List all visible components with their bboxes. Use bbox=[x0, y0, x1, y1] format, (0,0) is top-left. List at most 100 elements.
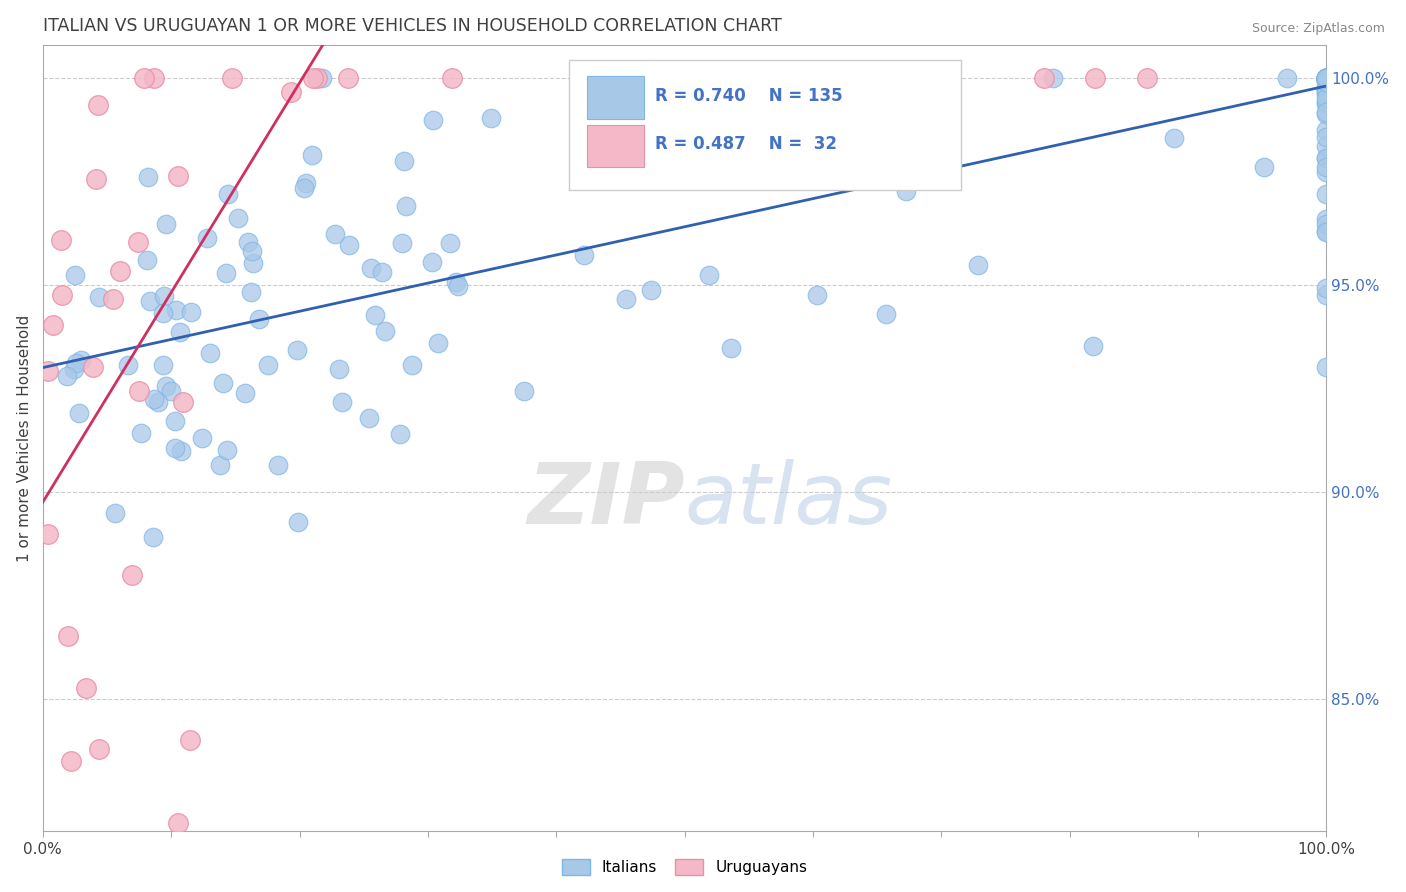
Point bbox=[215, 266, 238, 280]
Point bbox=[364, 308, 387, 322]
Y-axis label: 1 or more Vehicles in Household: 1 or more Vehicles in Household bbox=[17, 314, 32, 562]
Point bbox=[305, 70, 328, 85]
Point bbox=[1315, 95, 1337, 109]
Point bbox=[285, 343, 308, 357]
Point bbox=[160, 384, 183, 399]
Point bbox=[720, 341, 742, 355]
Point bbox=[796, 154, 818, 169]
Point bbox=[84, 171, 107, 186]
Point bbox=[311, 70, 333, 85]
Point bbox=[165, 303, 187, 318]
Point bbox=[420, 255, 443, 269]
Point bbox=[512, 384, 534, 398]
Point bbox=[209, 458, 232, 472]
Point bbox=[170, 444, 193, 458]
Point bbox=[169, 325, 191, 339]
Point bbox=[1315, 75, 1337, 89]
Point bbox=[394, 154, 416, 169]
Point bbox=[1315, 187, 1337, 202]
Point bbox=[1315, 70, 1337, 85]
Point bbox=[163, 414, 186, 428]
Point bbox=[479, 111, 502, 125]
Point bbox=[1315, 160, 1337, 174]
Point bbox=[1315, 70, 1337, 85]
Point bbox=[146, 395, 169, 409]
Point bbox=[166, 169, 188, 184]
Point bbox=[441, 70, 464, 85]
Point bbox=[163, 441, 186, 455]
Point bbox=[395, 198, 418, 212]
Point bbox=[104, 506, 127, 520]
Point bbox=[439, 235, 461, 250]
Point bbox=[247, 312, 270, 326]
Point bbox=[180, 304, 202, 318]
FancyBboxPatch shape bbox=[569, 61, 960, 190]
Point bbox=[128, 384, 150, 399]
Point bbox=[447, 278, 470, 293]
Point bbox=[129, 425, 152, 440]
Point bbox=[328, 361, 350, 376]
Point bbox=[1315, 71, 1337, 86]
Point bbox=[239, 285, 262, 299]
Point bbox=[967, 258, 990, 272]
Point bbox=[806, 287, 828, 301]
Point bbox=[1315, 70, 1337, 85]
Point bbox=[1315, 70, 1337, 85]
Point bbox=[155, 217, 177, 231]
Point bbox=[117, 358, 139, 372]
Point bbox=[211, 376, 233, 390]
Legend: Italians, Uruguayans: Italians, Uruguayans bbox=[554, 851, 815, 883]
Point bbox=[374, 324, 396, 338]
Point bbox=[332, 395, 354, 409]
Point bbox=[139, 294, 162, 309]
Point bbox=[1315, 217, 1337, 231]
Point bbox=[63, 268, 86, 283]
Point bbox=[1315, 85, 1337, 99]
Point bbox=[1253, 160, 1275, 174]
Point bbox=[1315, 83, 1337, 97]
Point bbox=[198, 346, 221, 360]
Point bbox=[1315, 130, 1337, 145]
Point bbox=[932, 134, 955, 148]
Point bbox=[142, 392, 165, 407]
Text: R = 0.487    N =  32: R = 0.487 N = 32 bbox=[655, 136, 837, 153]
Point bbox=[132, 70, 155, 85]
Point bbox=[195, 231, 218, 245]
Point bbox=[37, 527, 59, 541]
Point bbox=[1315, 165, 1337, 179]
Point bbox=[65, 356, 87, 370]
Point bbox=[1315, 281, 1337, 295]
Point bbox=[1315, 87, 1337, 101]
Point bbox=[155, 379, 177, 393]
Point bbox=[242, 256, 264, 270]
Point bbox=[302, 70, 325, 85]
Point bbox=[167, 816, 190, 830]
Point bbox=[323, 227, 346, 242]
Point bbox=[37, 364, 59, 378]
Point bbox=[236, 235, 259, 249]
Point bbox=[82, 360, 104, 375]
Point bbox=[221, 70, 243, 85]
Point bbox=[1033, 70, 1056, 85]
Point bbox=[1315, 70, 1337, 85]
FancyBboxPatch shape bbox=[588, 76, 644, 119]
Point bbox=[127, 235, 149, 249]
Point bbox=[1315, 90, 1337, 104]
Point bbox=[1315, 105, 1337, 120]
Point bbox=[292, 180, 315, 194]
Point bbox=[267, 458, 290, 473]
Point bbox=[640, 283, 662, 297]
Text: ITALIAN VS URUGUAYAN 1 OR MORE VEHICLES IN HOUSEHOLD CORRELATION CHART: ITALIAN VS URUGUAYAN 1 OR MORE VEHICLES … bbox=[42, 17, 782, 35]
Point bbox=[1315, 70, 1337, 85]
Point bbox=[142, 530, 165, 544]
Point bbox=[1315, 107, 1337, 121]
Point bbox=[1163, 131, 1185, 145]
Point bbox=[153, 289, 176, 303]
Point bbox=[1315, 226, 1337, 240]
Point bbox=[1315, 72, 1337, 87]
Point bbox=[1081, 339, 1104, 353]
Point bbox=[336, 70, 359, 85]
Point bbox=[697, 268, 720, 283]
Point bbox=[121, 567, 143, 582]
Point bbox=[191, 431, 214, 445]
